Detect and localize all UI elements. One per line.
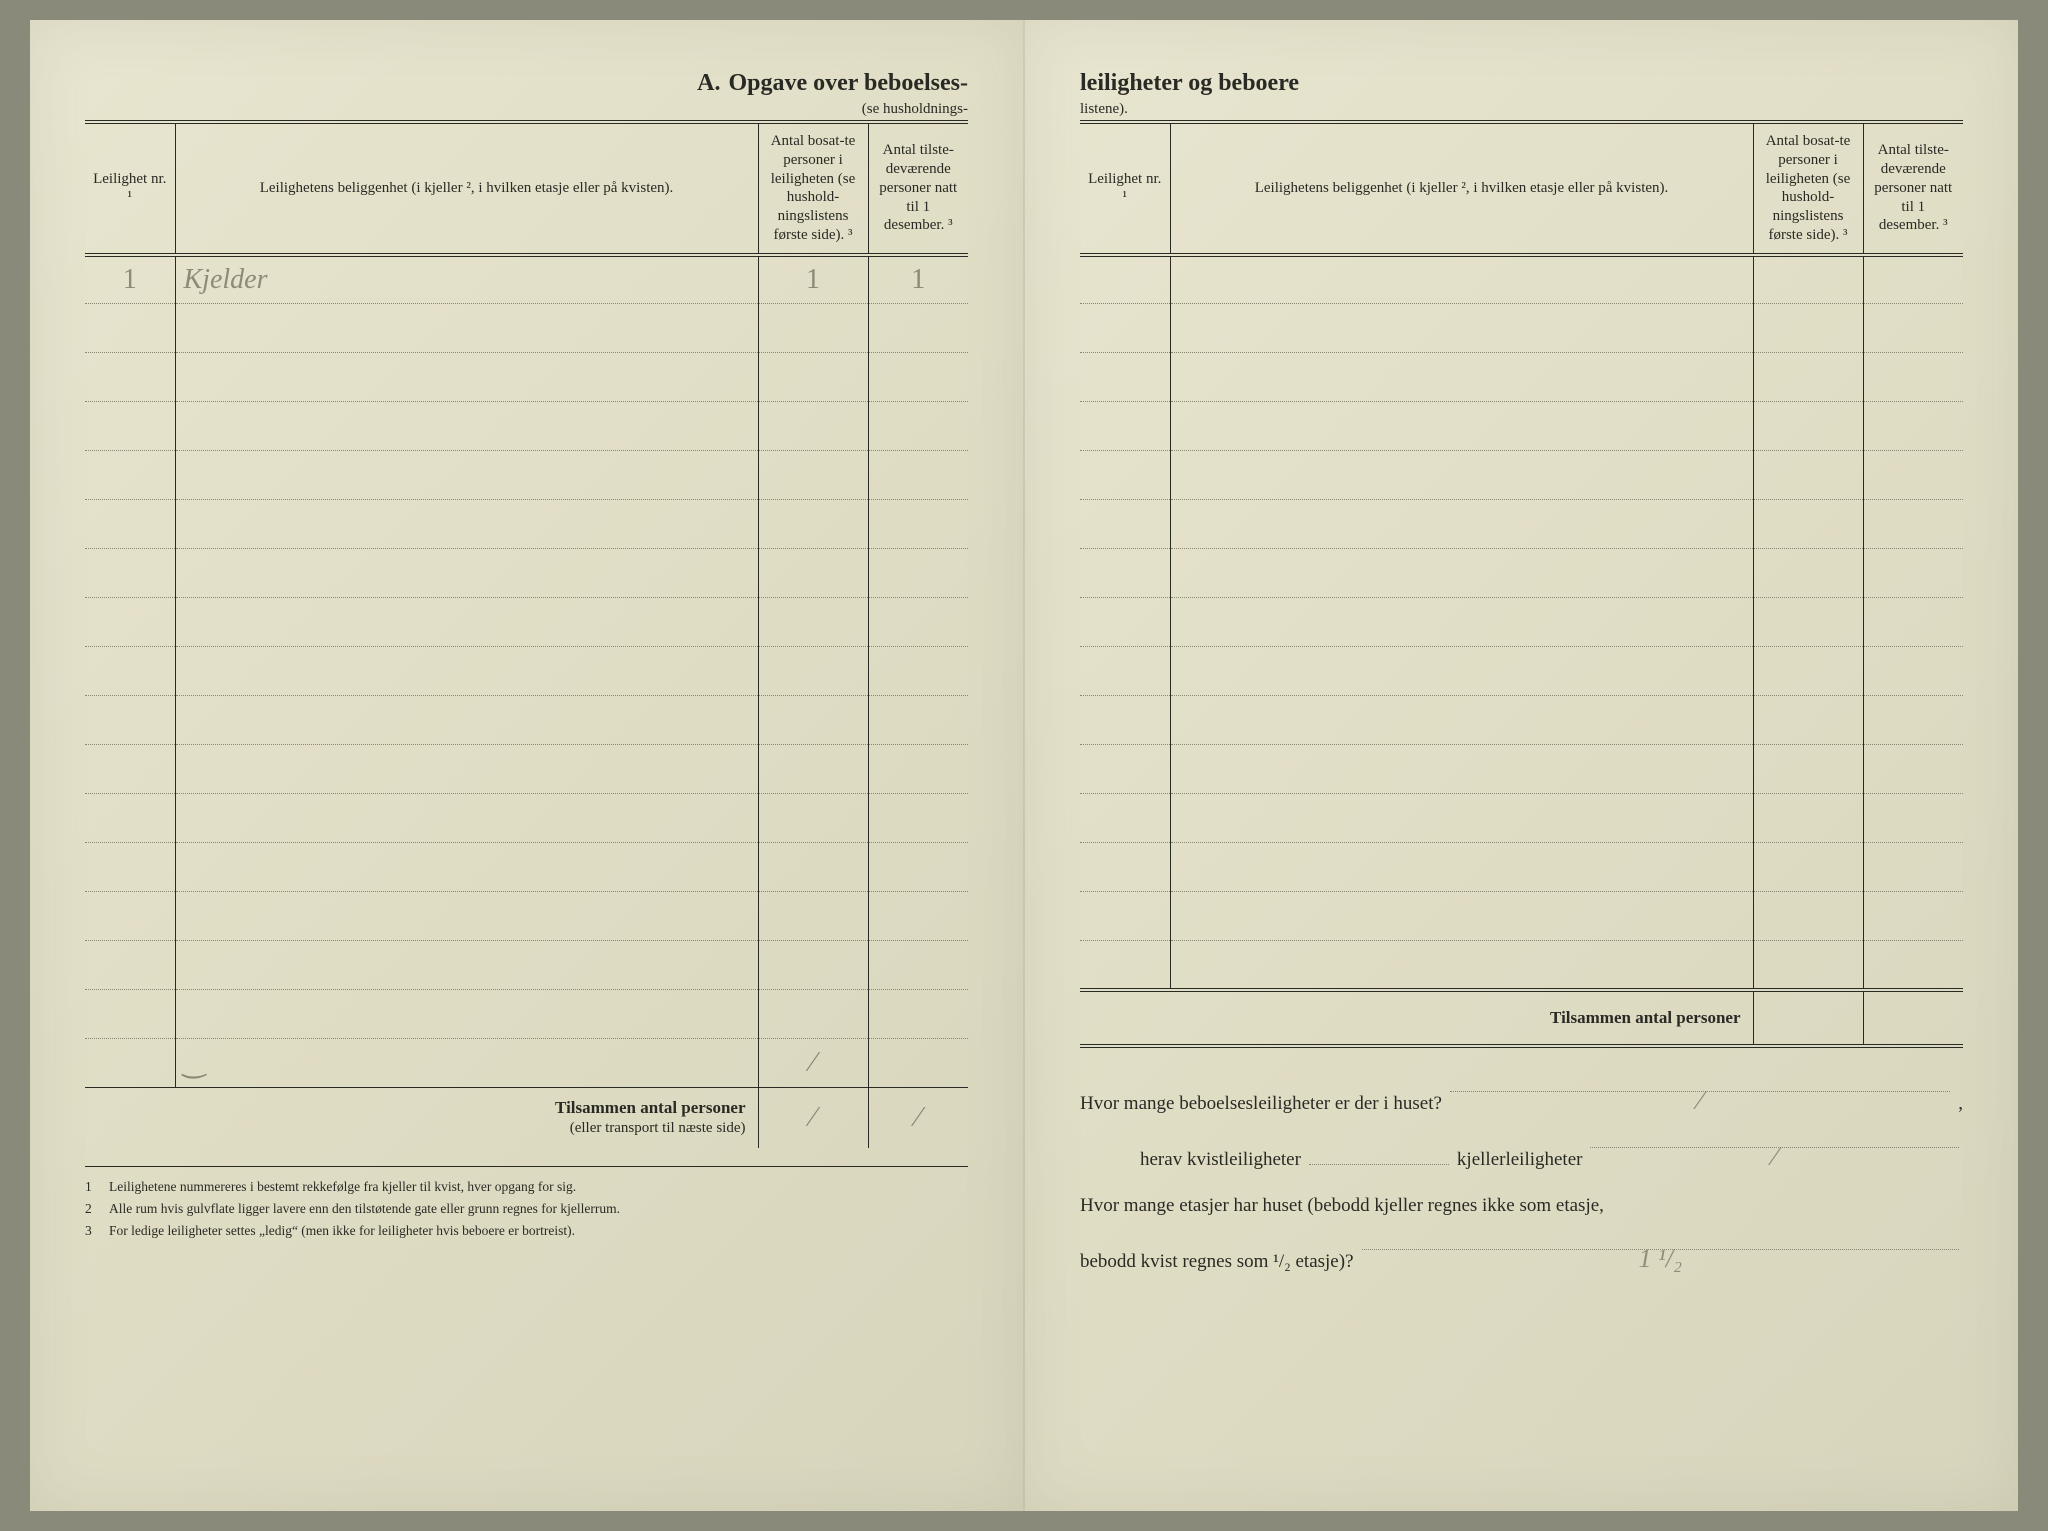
table-row (85, 451, 968, 500)
table-right: Leilighet nr. ¹ Leilighetens beliggenhet… (1080, 120, 1963, 1048)
q3-blank: 1 ¹/₂ (1362, 1228, 1959, 1250)
col-loc-header: Leilighetens beliggenhet (i kjeller ², i… (175, 122, 758, 255)
table-row (1080, 843, 1963, 892)
table-left-body: 1Kjelder11 ‿⁄ Tilsammen antal personer (… (85, 255, 968, 1148)
footnote: 2Alle rum hvis gulvflate ligger lavere e… (85, 1199, 968, 1219)
totals-n2-right (1863, 990, 1963, 1046)
table-row (1080, 647, 1963, 696)
footnote: 1Leilighetene nummereres i bestemt rekke… (85, 1177, 968, 1197)
totals-label-left: Tilsammen antal personer (eller transpor… (85, 1088, 758, 1148)
table-row (1080, 892, 1963, 941)
col-n2-header: Antal tilste-deværende personer natt til… (1863, 122, 1963, 255)
col-loc-header: Leilighetens beliggenhet (i kjeller ², i… (1170, 122, 1753, 255)
question-2: herav kvistleiligheter kjellerleilighete… (1080, 1126, 1963, 1183)
title-left: Opgave over beboelses- (728, 70, 968, 97)
table-row (1080, 500, 1963, 549)
table-row (85, 353, 968, 402)
header-left: A. Opgave over beboelses- (85, 70, 968, 97)
table-row (1080, 745, 1963, 794)
table-left: Leilighet nr. ¹ Leilighetens beliggenhet… (85, 120, 968, 1148)
table-row: ‿⁄ (85, 1039, 968, 1088)
totals-n2: ⁄ (868, 1088, 968, 1148)
table-row (85, 843, 968, 892)
table-row (85, 500, 968, 549)
subtitle-right: listene). (1080, 101, 1963, 118)
subtitle-left: (se husholdnings- (85, 101, 968, 118)
question-3a: Hvor mange etasjer har huset (bebodd kje… (1080, 1183, 1963, 1229)
col-n2-header: Antal tilste-deværende personer natt til… (868, 122, 968, 255)
table-row (1080, 304, 1963, 353)
table-row (85, 304, 968, 353)
table-row (85, 794, 968, 843)
table-row (1080, 402, 1963, 451)
footnotes: 1Leilighetene nummereres i bestemt rekke… (85, 1166, 968, 1242)
table-row (85, 990, 968, 1039)
table-row (1080, 353, 1963, 402)
totals-n1: ⁄ (758, 1088, 868, 1148)
header-right: leiligheter og beboere (1080, 70, 1963, 97)
questions: Hvor mange beboelsesleiligheter er der i… (1080, 1070, 1963, 1285)
table-right-body: Tilsammen antal personer (1080, 255, 1963, 1046)
table-row (85, 892, 968, 941)
q2b-blank: ⁄ (1590, 1126, 1959, 1148)
table-row (85, 745, 968, 794)
totals-n1-right (1753, 990, 1863, 1046)
table-row (1080, 696, 1963, 745)
question-1: Hvor mange beboelsesleiligheter er der i… (1080, 1070, 1963, 1127)
table-row (85, 598, 968, 647)
col-n1-header: Antal bosat-te personer i leiligheten (s… (1753, 122, 1863, 255)
table-row: 1Kjelder11 (85, 255, 968, 304)
totals-row-right: Tilsammen antal personer (1080, 990, 1963, 1046)
table-row (85, 647, 968, 696)
question-3b: bebodd kvist regnes som ¹/₂ etasje)? 1 ¹… (1080, 1228, 1963, 1285)
table-row (1080, 451, 1963, 500)
table-row (1080, 255, 1963, 304)
footnote: 3For ledige leiligheter settes „ledig“ (… (85, 1221, 968, 1241)
table-row (1080, 549, 1963, 598)
title-right: leiligheter og beboere (1080, 70, 1299, 97)
col-nr-header: Leilighet nr. ¹ (85, 122, 175, 255)
table-row (1080, 794, 1963, 843)
left-page: A. Opgave over beboelses- (se husholdnin… (30, 20, 1024, 1511)
section-letter: A. (697, 70, 720, 97)
col-nr-header: Leilighet nr. ¹ (1080, 122, 1170, 255)
totals-label-right: Tilsammen antal personer (1080, 990, 1753, 1046)
right-page: leiligheter og beboere listene). Leiligh… (1024, 20, 2018, 1511)
table-row (85, 696, 968, 745)
col-n1-header: Antal bosat-te personer i leiligheten (s… (758, 122, 868, 255)
totals-row-left: Tilsammen antal personer (eller transpor… (85, 1088, 968, 1148)
q2a-blank (1309, 1143, 1449, 1165)
q1-blank: ⁄ (1450, 1070, 1950, 1092)
table-row (1080, 598, 1963, 647)
table-row (85, 941, 968, 990)
table-row (85, 402, 968, 451)
table-row (85, 549, 968, 598)
table-row (1080, 941, 1963, 990)
